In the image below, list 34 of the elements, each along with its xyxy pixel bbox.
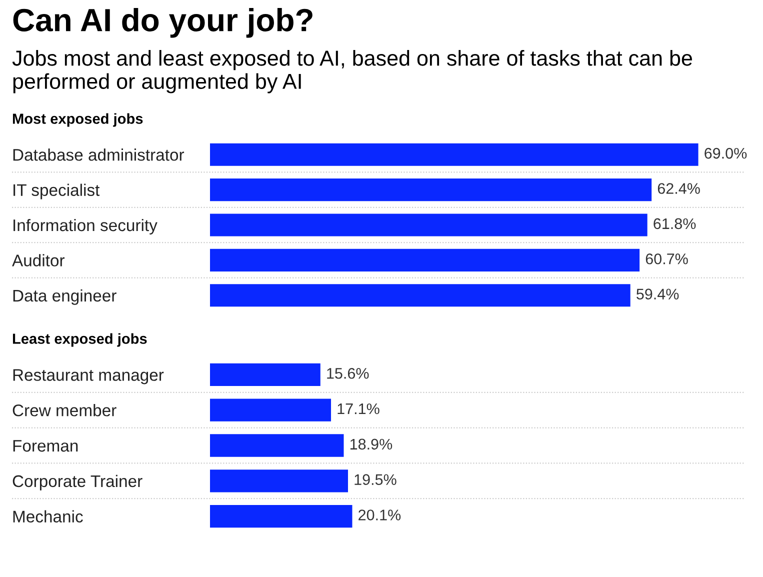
- y-tick-label: Foreman: [13, 440, 78, 452]
- y-tick-label: Restaurant manager: [13, 369, 164, 384]
- data-label: 15.6%: [327, 368, 369, 379]
- data-label: 69.0%: [704, 148, 747, 159]
- data-label: 60.7%: [646, 253, 688, 264]
- bar: [210, 470, 348, 492]
- text: Most exposed jobs: [12, 113, 143, 127]
- data-label: 19.5%: [354, 474, 396, 485]
- data-label: 17.1%: [338, 403, 380, 414]
- bar: [210, 434, 344, 457]
- bar: [210, 504, 352, 528]
- y-tick-label: Crew member: [12, 404, 116, 416]
- y-tick-label: IT specialist: [14, 184, 100, 200]
- bar: [210, 143, 698, 166]
- y-tick-label: Corporate Trainer: [12, 474, 142, 490]
- y-tick-label: Data engineer: [13, 289, 116, 305]
- y-tick-label: Auditor: [12, 254, 65, 266]
- data-label: 59.4%: [636, 288, 679, 300]
- bar: [210, 284, 630, 307]
- bar: [210, 248, 640, 272]
- data-label: 18.9%: [350, 438, 392, 450]
- bar: [210, 214, 648, 236]
- bar: [210, 363, 320, 386]
- y-tick-label: Database administrator: [13, 148, 184, 161]
- chart-title: Can AI do your job?: [13, 8, 312, 38]
- bar: [210, 398, 332, 422]
- data-label: 20.1%: [358, 510, 401, 520]
- y-tick-label: Information security: [14, 218, 158, 234]
- bar: [210, 178, 652, 202]
- data-label: 62.4%: [658, 183, 700, 194]
- text: Least exposed jobs: [12, 333, 147, 347]
- data-label: 61.8%: [654, 218, 696, 230]
- y-tick-label: Mechanic: [13, 510, 83, 523]
- chart-subtitle: Jobs most and least exposed to AI, based on share of tasks that can be performed or augmented by AI: [12, 50, 692, 94]
